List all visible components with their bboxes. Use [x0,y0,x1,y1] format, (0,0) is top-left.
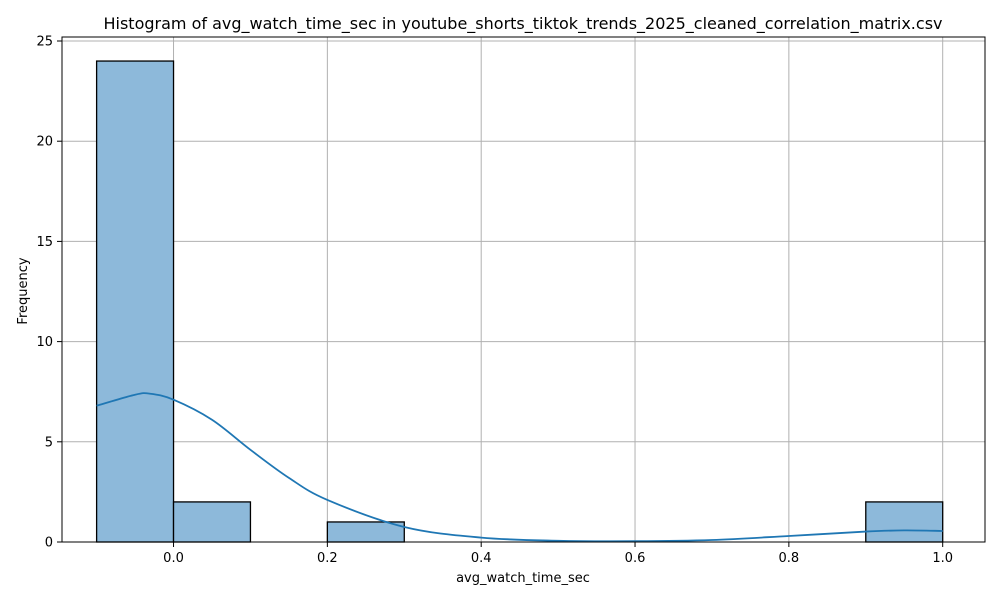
x-tick-label: 0.8 [779,551,800,566]
y-tick-label: 10 [36,335,53,350]
grid [62,37,985,543]
x-axis-ticks: 0.0 0.2 0.4 0.6 0.8 1.0 [163,542,953,566]
x-tick-label: 0.0 [163,551,184,566]
y-tick-label: 15 [36,235,53,250]
histogram-bar [95,60,175,543]
x-tick-label: 0.4 [471,551,492,566]
histogram-bar [326,521,405,543]
plot-frame [61,36,986,543]
y-tick-label: 0 [45,536,53,551]
x-tick-label: 1.0 [932,551,953,566]
x-axis-label: avg_watch_time_sec [456,571,590,586]
histogram-bars [95,60,944,543]
y-axis-label: Frequency [16,257,31,324]
x-tick-label: 0.2 [317,551,338,566]
chart-title: Histogram of avg_watch_time_sec in youtu… [103,14,942,34]
y-tick-label: 5 [45,435,53,450]
y-tick-label: 20 [36,135,53,150]
kde-curve [96,392,943,543]
y-tick-label: 25 [36,35,53,50]
histogram-bar [865,501,944,543]
x-tick-label: 0.6 [625,551,646,566]
histogram-bar [172,501,252,543]
y-axis-ticks: 0 5 10 15 20 25 [36,35,62,551]
